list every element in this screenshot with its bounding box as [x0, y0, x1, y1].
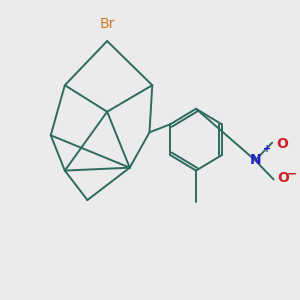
Text: Br: Br: [100, 17, 115, 31]
Text: N: N: [249, 153, 261, 167]
Text: O: O: [277, 171, 289, 185]
Text: O: O: [276, 137, 288, 151]
Text: +: +: [263, 144, 271, 154]
Text: −: −: [287, 168, 298, 181]
